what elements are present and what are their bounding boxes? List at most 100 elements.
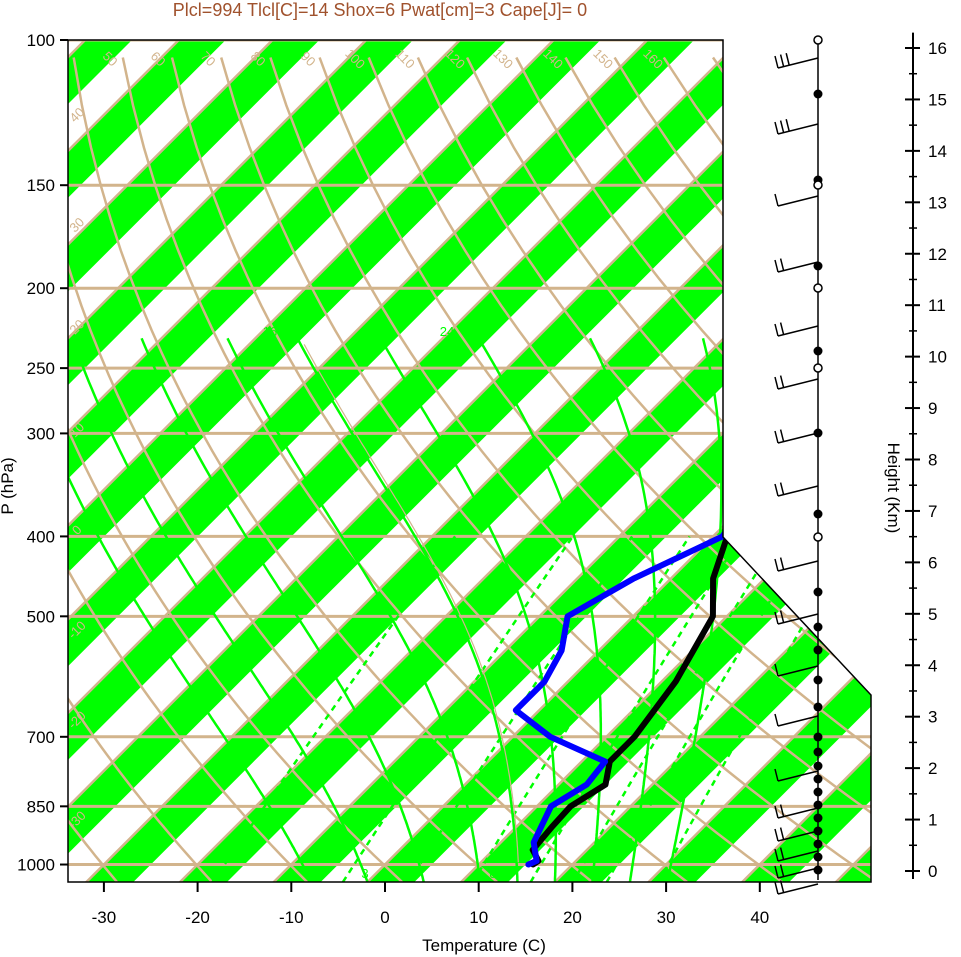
wind-barb-feather <box>774 323 779 337</box>
isotherm-label-right: 10 <box>724 341 745 362</box>
wind-barb-feather <box>774 483 779 497</box>
mixing-ratio-lines <box>211 535 857 882</box>
height-tick-label: 16 <box>928 39 947 58</box>
height-tick-label: 15 <box>928 90 947 109</box>
wind-dot <box>813 89 823 99</box>
isotherm-label-right: 30 <box>843 648 864 669</box>
wind-dot <box>813 732 823 742</box>
wind-dot <box>813 261 823 271</box>
wind-barb-feather <box>774 55 779 69</box>
wind-dot <box>813 774 823 784</box>
dry-adiabat-line <box>68 57 498 882</box>
wind-barb-feather <box>774 828 779 842</box>
isotherm-line <box>443 40 871 882</box>
wind-barb-staff <box>777 715 819 727</box>
wind-barb-staff <box>777 613 819 625</box>
height-tick-label: 8 <box>928 451 937 470</box>
wind-barb-feather <box>779 429 785 442</box>
isotherm-line <box>256 40 871 882</box>
wind-barb-staff <box>777 57 819 69</box>
wind-dot <box>813 587 823 597</box>
wind-barb-feather <box>774 611 779 625</box>
wind-barb-staff <box>777 770 819 782</box>
dry-adiabat-line <box>318 57 871 882</box>
wind-barb-feather <box>774 805 779 819</box>
moist-adiabat-line <box>666 338 723 882</box>
wind-barb-feather <box>774 768 779 782</box>
green-band <box>68 40 826 882</box>
height-tick-label: 12 <box>928 245 947 264</box>
height-tick-label: 11 <box>928 296 946 315</box>
height-tick-label: 5 <box>928 605 937 624</box>
wind-dot <box>813 509 823 519</box>
mixing-ratio-line <box>471 535 691 882</box>
mixing-ratio-line <box>529 535 743 882</box>
green-band <box>538 40 871 882</box>
wind-dot <box>813 622 823 632</box>
pressure-tick-label: 400 <box>27 527 55 546</box>
wind-dot <box>813 747 823 757</box>
green-band <box>68 40 358 882</box>
dry-adiabat-label: 150 <box>590 46 616 72</box>
pressure-tick-label: 250 <box>27 359 55 378</box>
isotherm-line <box>724 40 871 882</box>
wind-barb-feather <box>774 848 779 862</box>
x-axis-title: Temperature (C) <box>422 936 546 955</box>
wind-dot-open <box>813 283 823 293</box>
height-tick-label: 3 <box>928 708 937 727</box>
chart-title: Plcl=994 Tlcl[C]=14 Shox=6 Pwat[cm]=3 Ca… <box>173 0 587 20</box>
wind-barb-feather <box>774 713 779 727</box>
height-tick-label: 2 <box>928 759 937 778</box>
pressure-axis: 100 150 200 250 300 400 500 700 850 1000 <box>17 31 68 875</box>
wind-barb-feather <box>785 119 790 132</box>
wind-barb-feather <box>774 430 779 444</box>
mixing-ratio-line <box>572 535 780 882</box>
wind-dot <box>813 865 823 875</box>
wind-barb-feather <box>779 847 785 860</box>
wind-barb-feather <box>774 881 779 895</box>
moist-adiabat-label: 32 <box>651 324 665 339</box>
temperature-tick-label: -20 <box>185 908 210 927</box>
isotherm-line <box>68 40 499 882</box>
moist-adiabat-line <box>588 337 657 882</box>
pressure-tick-label: 200 <box>27 279 55 298</box>
wind-dot <box>813 645 823 655</box>
wind-barb-feather <box>779 258 785 271</box>
wind-barb-staff <box>777 560 819 572</box>
isotherm-label-right: 20 <box>794 591 815 612</box>
wind-dot <box>813 675 823 685</box>
height-tick-label: 6 <box>928 553 937 572</box>
dry-adiabat-lines <box>68 56 871 882</box>
moist-adiabat-line <box>70 337 369 882</box>
height-tick-label: 14 <box>928 142 947 161</box>
isotherm-line <box>162 40 871 882</box>
wind-barb-feather <box>779 804 785 817</box>
temperature-tick-label: -30 <box>92 908 117 927</box>
isotherm-line <box>68 40 780 882</box>
wind-barb-feather <box>779 827 785 840</box>
wind-barb-staff <box>777 665 819 677</box>
wind-barb-feather <box>774 558 779 572</box>
dry-adiabat-line <box>170 57 783 882</box>
wind-barb-staff <box>777 867 819 879</box>
wind-barb-feather <box>774 193 779 207</box>
moist-adiabat-line <box>477 337 603 882</box>
dry-adiabat-line <box>711 56 871 882</box>
moist-adiabat-label: 24 <box>440 324 454 339</box>
isotherm-label-right: 0 <box>724 459 740 475</box>
temperature-tick-label: 10 <box>469 908 488 927</box>
wind-barb-staff <box>777 432 819 444</box>
wind-dot <box>813 813 823 823</box>
height-tick-label: 13 <box>928 193 947 212</box>
dry-adiabat-line <box>220 57 871 882</box>
moist-adiabat-line <box>379 337 558 882</box>
moist-adiabat-lines <box>68 337 723 882</box>
parcel-trace <box>303 344 519 863</box>
isotherm-label-right: 30 <box>724 121 745 142</box>
dewpoint-line <box>512 40 871 868</box>
isotherm-label: 40 <box>66 104 87 125</box>
mixing-ratio-line <box>211 535 457 882</box>
dry-adiabat-line <box>68 57 118 882</box>
dry-adiabat-line <box>859 56 871 882</box>
